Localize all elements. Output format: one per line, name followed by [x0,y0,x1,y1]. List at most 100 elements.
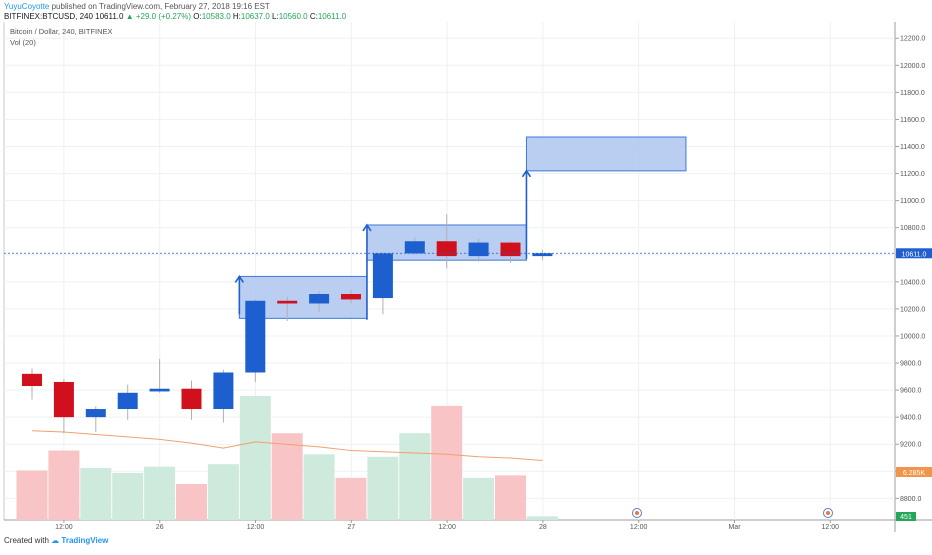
candle-body [404,241,425,254]
y-tick-label: 10200.0 [900,306,925,313]
volume-last-label: 451 [900,514,912,521]
volume-bar [431,405,463,520]
quote-line: BITFINEX:BTCUSD, 240 10611.0 ▲ +29.0 (+0… [4,12,346,21]
volume-bar [16,470,48,520]
candle-body [213,372,234,410]
close-label: C: [309,12,318,21]
y-tick-label: 11400.0 [900,144,925,151]
volume-bar [526,516,558,520]
y-tick-label: 11200.0 [900,171,925,178]
created-with-text: Created with [4,536,49,545]
tradingview-brand[interactable]: TradingView [61,536,109,545]
volume-bar [335,477,367,520]
published-text: published on TradingView.com, February 2… [51,2,270,11]
volume-bar [303,454,335,520]
candle-body [468,242,489,257]
candle-body [53,381,74,418]
candle-body [436,241,457,257]
candle-body [277,300,298,304]
volume-bar [80,467,112,520]
candle-body [372,253,393,299]
open-value: 10583.0 [201,12,231,21]
candle-body [309,294,330,304]
x-tick-label: 26 [156,524,164,531]
y-tick-label: 12200.0 [900,36,925,43]
y-tick-label: 9600.0 [900,388,922,395]
candle-body [149,388,170,392]
candle-layer [22,214,553,434]
candle-body [245,300,266,373]
volume-bar [367,456,399,520]
x-tick-label: 12:00 [630,524,648,531]
y-tick-label: 9800.0 [900,361,922,368]
footer: Created with ☁ TradingView [4,536,108,545]
volume-legend[interactable]: Vol (20) [10,38,36,47]
x-tick-label: 27 [347,524,355,531]
volume-bar [207,464,239,520]
open-label: O: [193,12,202,21]
event-flag-icon-dot [635,511,639,515]
x-tick-label: 28 [539,524,547,531]
volume-bar [239,396,271,520]
annotation-box [525,136,687,172]
y-tick-label: 11000.0 [900,198,925,205]
tradingview-logo-icon: ☁ [51,536,60,545]
candle-body [341,294,361,300]
publish-line: YuyuCoyotte published on TradingView.com… [4,2,270,11]
high-label: H: [232,12,241,21]
x-tick-label: 12:00 [822,524,840,531]
symbol-text: BITFINEX:BTCUSD, 240 [4,12,93,21]
x-tick-label: Mar [728,524,741,531]
low-value: 10560.0 [278,12,308,21]
annotation-arrow-head [362,223,372,232]
y-tick-label: 10000.0 [900,333,925,340]
author-link[interactable]: YuyuCoyotte [4,2,50,11]
candle-body [22,373,42,387]
volume-ma-label: 6.285K [903,470,926,477]
y-tick-label: 12000.0 [900,63,925,70]
annotation-arrow-head [234,274,245,283]
y-tick-label: 11600.0 [900,117,925,124]
volume-ma-line [31,430,543,461]
volume-bar [176,484,207,520]
y-tick-label: 9400.0 [900,415,922,422]
close-value: 10611.0 [317,12,347,21]
volume-bar [271,433,303,520]
ma-layer [31,430,543,461]
y-tick-label: 9200.0 [900,442,922,449]
volume-last-badge [896,512,916,521]
y-tick-label: 8800.0 [900,496,922,503]
candle-body [117,392,138,410]
last-price-label: 10611.0 [902,251,927,258]
low-label: L: [272,12,279,21]
candle-body [500,242,521,257]
volume-bar [399,433,431,520]
last-price-badge [896,248,932,259]
volume-bar [112,472,144,520]
axis-layer: 8800.09000.09200.09400.09600.09800.01000… [4,36,932,531]
y-tick-label: 10800.0 [900,225,925,232]
change-arrow-icon: ▲ [125,12,134,21]
x-tick-label: 12:00 [55,524,73,531]
series-legend[interactable]: Bitcoin / Dollar, 240, BITFINEX [10,27,113,36]
volume-bar [495,475,526,520]
volume-layer [16,396,558,520]
candle-body [532,253,553,257]
x-tick-label: 12:00 [438,524,456,531]
volume-bar [144,466,176,520]
high-value: 10637.0 [240,12,270,21]
change-text: +29.0 (+0.27%) [135,12,192,21]
volume-bar [48,450,80,520]
y-tick-label: 10400.0 [900,279,925,286]
y-tick-label: 11800.0 [900,90,925,97]
price-text: 10611.0 [95,12,124,21]
candle-body [181,388,202,410]
event-flag-icon-dot [826,511,830,515]
volume-bar [463,477,495,520]
candle-body [85,409,106,418]
x-tick-label: 12:00 [247,524,265,531]
annotation-arrow-head [521,169,532,178]
volume-ma-badge [896,467,932,477]
